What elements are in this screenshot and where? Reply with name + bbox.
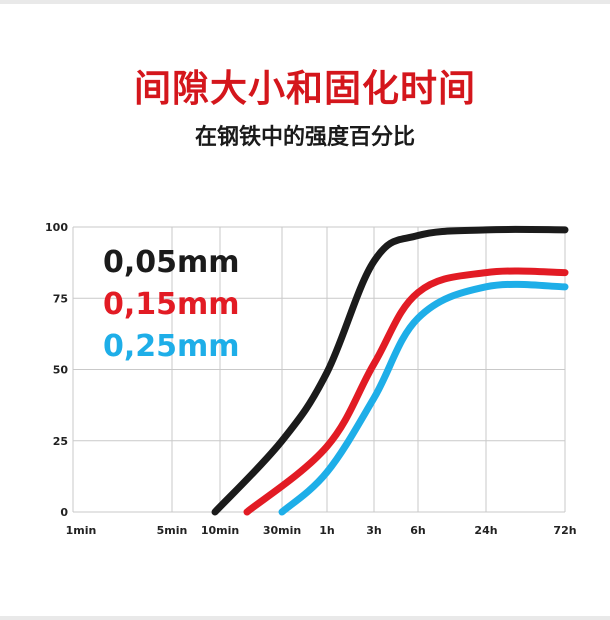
x-tick-label: 30min <box>263 524 301 537</box>
x-tick-label: 1h <box>319 524 335 537</box>
chart-series <box>211 225 569 516</box>
legend-entry-2: 0,25mm <box>103 329 240 364</box>
chart-grid <box>72 226 566 513</box>
legend-entry-1: 0,15mm <box>103 287 240 322</box>
x-tick-label: 6h <box>410 524 426 537</box>
chart-legend: 0,05mm 0,15mm 0,25mm <box>103 245 240 364</box>
y-tick-label: 50 <box>53 364 69 377</box>
x-tick-label: 1min <box>66 524 97 537</box>
x-tick-label: 72h <box>553 524 576 537</box>
legend-entry-0: 0,05mm <box>103 245 240 280</box>
x-tick-label: 24h <box>474 524 497 537</box>
chart-title: 间隙大小和固化时间 <box>134 67 476 110</box>
y-tick-label: 100 <box>45 221 68 234</box>
x-tick-label: 3h <box>366 524 382 537</box>
series-line-0 <box>211 225 569 516</box>
y-tick-label: 25 <box>53 435 68 448</box>
series-line-1 <box>243 267 569 516</box>
y-tick-label: 75 <box>53 292 68 305</box>
series-line-2 <box>278 280 569 516</box>
y-tick-label: 0 <box>60 506 68 519</box>
chart-subtitle: 在钢铁中的强度百分比 <box>194 125 415 150</box>
x-tick-label: 10min <box>201 524 239 537</box>
x-tick-label: 5min <box>157 524 188 537</box>
chart-ticks: 0 25 50 75 100 1min 5min 10min 30min 1h 3h 6h 24h 72h <box>45 221 577 537</box>
